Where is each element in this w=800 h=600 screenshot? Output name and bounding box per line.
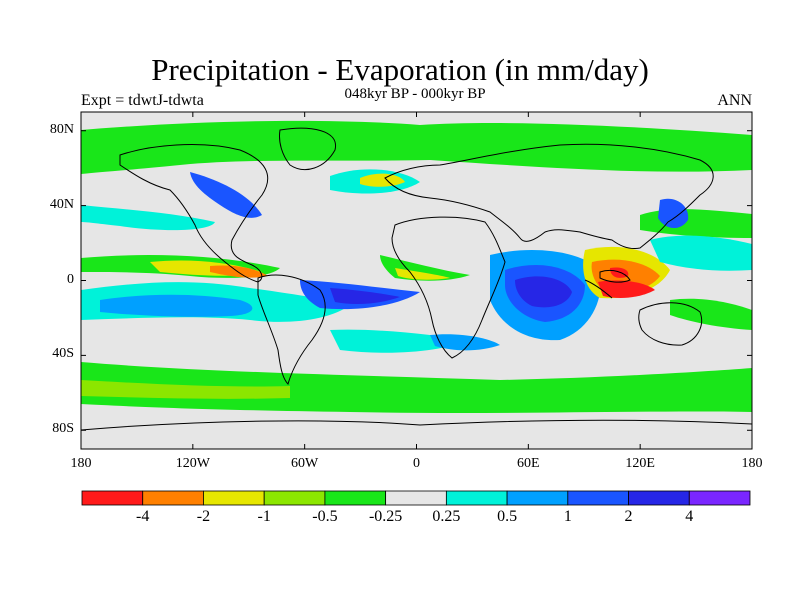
indian-ocean-deep-blue [515,276,572,308]
colorbar-swatch [324,490,387,506]
antarctica-outline [81,419,752,431]
colorbar-swatch [203,490,265,506]
lon-tick-label: 180 [741,456,763,471]
lon-tick-label: 60W [291,456,319,471]
colorbar-label: -4 [136,508,150,525]
colorbar-label: 0.5 [497,508,518,525]
colorbar-label: 4 [685,508,694,525]
africa-outline [391,216,506,359]
colorbar-swatch [445,490,508,506]
southern-band-light [81,380,290,399]
north-america-outline [119,144,269,283]
eurasia-outline [384,143,714,249]
maritime-red-spot [610,267,629,278]
colorbar-label: 2 [624,508,633,525]
lat-tick-label: 80S [52,421,74,437]
labrador-blue [190,172,262,218]
lat-tick-label: 0 [67,271,74,287]
lat-tick-label: 40N [49,196,74,212]
chart-title: Precipitation - Evaporation (in mm/day) [151,52,649,87]
colorbar [81,490,751,506]
maritime-red [598,280,655,298]
colorbar-swatch [81,490,144,506]
southern-ocean-band [81,362,752,413]
axis-ticks [80,112,753,449]
south-atlantic-cyan [330,329,470,353]
experiment-label: Expt = tdwtJ-tdwta [81,92,204,109]
colorbar-swatch [567,490,629,506]
sumatra-outline [584,279,613,299]
colorbar-label: 0.25 [432,508,461,525]
tropical-pacific-blue [100,294,253,317]
colorbar-swatch [628,490,690,506]
colorbar-swatch [142,490,204,506]
greenland-outline [279,127,336,170]
coastlines [81,127,752,431]
lon-tick-label: 120W [175,456,210,471]
lon-tick-label: 0 [413,456,420,471]
australia-outline [638,302,703,346]
lon-tick-label: 60E [517,456,540,471]
colorbar-swatch [263,490,326,506]
colorbar-swatch [385,490,447,506]
chart-subtitle: 048kyr BP - 000kyr BP [344,86,486,102]
itcz-orange [210,265,268,278]
lon-tick-label: 120E [625,456,655,471]
lat-tick-label: 80N [49,121,74,137]
colorbar-swatch [506,490,569,506]
lon-tick-label: 180 [70,456,92,471]
tropical-atlantic-deep-blue [330,288,400,305]
east-asia-blue [658,198,689,229]
map-field [81,112,752,449]
west-pacific-cyan [650,235,752,271]
colorbar-label: 1 [563,508,572,525]
borneo-outline [599,269,631,283]
season-label: ANN [717,92,752,109]
colorbar-swatch [688,490,751,506]
colorbar-label: -0.25 [368,508,403,525]
south-america-outline [257,274,326,385]
colorbar-label: -2 [196,508,211,525]
northern-band [81,120,752,174]
lat-tick-label: 40S [52,346,74,362]
colorbar-label: -0.5 [312,508,338,525]
north-atlantic-yellow [360,173,405,187]
colorbar-label: -1 [257,508,271,525]
south-atlantic-blue [430,334,500,351]
north-pacific-cyan [81,205,215,231]
